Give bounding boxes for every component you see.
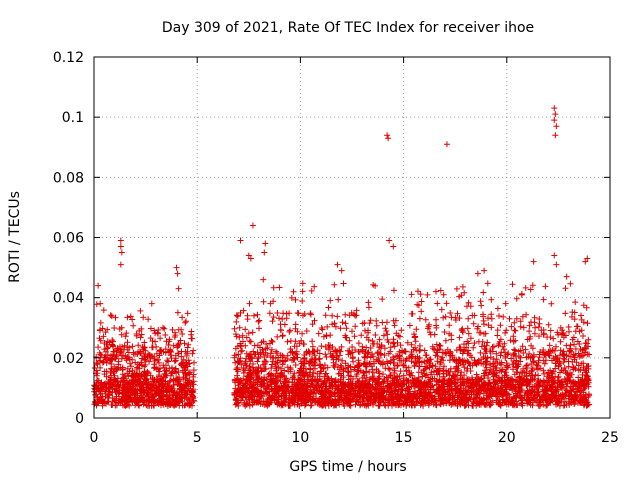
roti-outlier-point	[552, 111, 559, 118]
y-tick-label: 0.06	[53, 231, 84, 247]
roti-outlier-point	[385, 135, 392, 142]
y-tick-label: 0	[75, 411, 84, 427]
roti-outlier-point	[563, 273, 570, 280]
roti-outlier-point	[262, 240, 269, 247]
y-tick-label: 0.04	[53, 291, 84, 307]
roti-outlier-point	[97, 300, 104, 307]
x-tick-label: 20	[498, 430, 516, 446]
roti-outlier-point	[582, 258, 589, 265]
roti-outlier-point	[117, 237, 124, 244]
roti-outlier-point	[261, 249, 268, 256]
chart-title: Day 309 of 2021, Rate Of TEC Index for r…	[162, 20, 534, 36]
y-tick-label: 0.12	[53, 50, 84, 66]
x-tick-label: 25	[601, 430, 619, 446]
roti-outlier-point	[481, 267, 488, 274]
roti-outlier-point	[386, 237, 393, 244]
roti-outlier-point	[551, 252, 558, 259]
roti-outlier-point	[117, 243, 124, 250]
roti-outlier-point	[443, 141, 450, 148]
roti-outlier-point	[247, 255, 254, 262]
roti-outlier-point	[173, 264, 180, 271]
roti-outlier-point	[245, 252, 252, 259]
roti-outlier-point	[474, 270, 481, 277]
x-tick-label: 0	[90, 430, 99, 446]
roti-outlier-point	[338, 267, 345, 274]
data-points	[91, 105, 593, 409]
y-tick-label: 0.02	[53, 351, 84, 367]
roti-point-cloud	[91, 280, 593, 409]
roti-outlier-point	[551, 105, 558, 112]
y-tick-label: 0.08	[53, 170, 84, 186]
roti-outlier-point	[237, 237, 244, 244]
roti-outlier-point	[175, 285, 182, 292]
roti-outlier-point	[117, 261, 124, 268]
axes	[93, 56, 611, 419]
roti-outlier-point	[174, 270, 181, 277]
roti-outlier-point	[530, 258, 537, 265]
roti-outlier-point	[118, 249, 125, 256]
y-tick-label: 0.1	[62, 110, 84, 126]
tick-labels: 0 5 10 15 20 25 0 0.02 0.04 0.06 0.08 0.1 0.12	[53, 50, 619, 446]
x-tick-label: 10	[291, 430, 309, 446]
roti-outlier-point	[95, 282, 102, 289]
roti-outlier-point	[384, 132, 391, 139]
roti-outlier-point	[249, 222, 256, 229]
roti-outlier-point	[584, 255, 591, 262]
roti-outlier-point	[553, 123, 560, 130]
roti-outlier-point	[260, 276, 267, 283]
roti-outlier-point	[334, 261, 341, 268]
roti-outlier-point	[390, 243, 397, 250]
x-tick-label: 5	[193, 430, 202, 446]
roti-outlier-point	[552, 132, 559, 139]
y-axis-label: ROTI / TECUs	[7, 191, 23, 283]
x-tick-label: 15	[395, 430, 413, 446]
x-axis-label: GPS time / hours	[289, 459, 406, 475]
roti-outlier-point	[148, 300, 155, 307]
roti-outlier-point	[551, 117, 558, 124]
roti-outlier-point	[553, 261, 560, 268]
